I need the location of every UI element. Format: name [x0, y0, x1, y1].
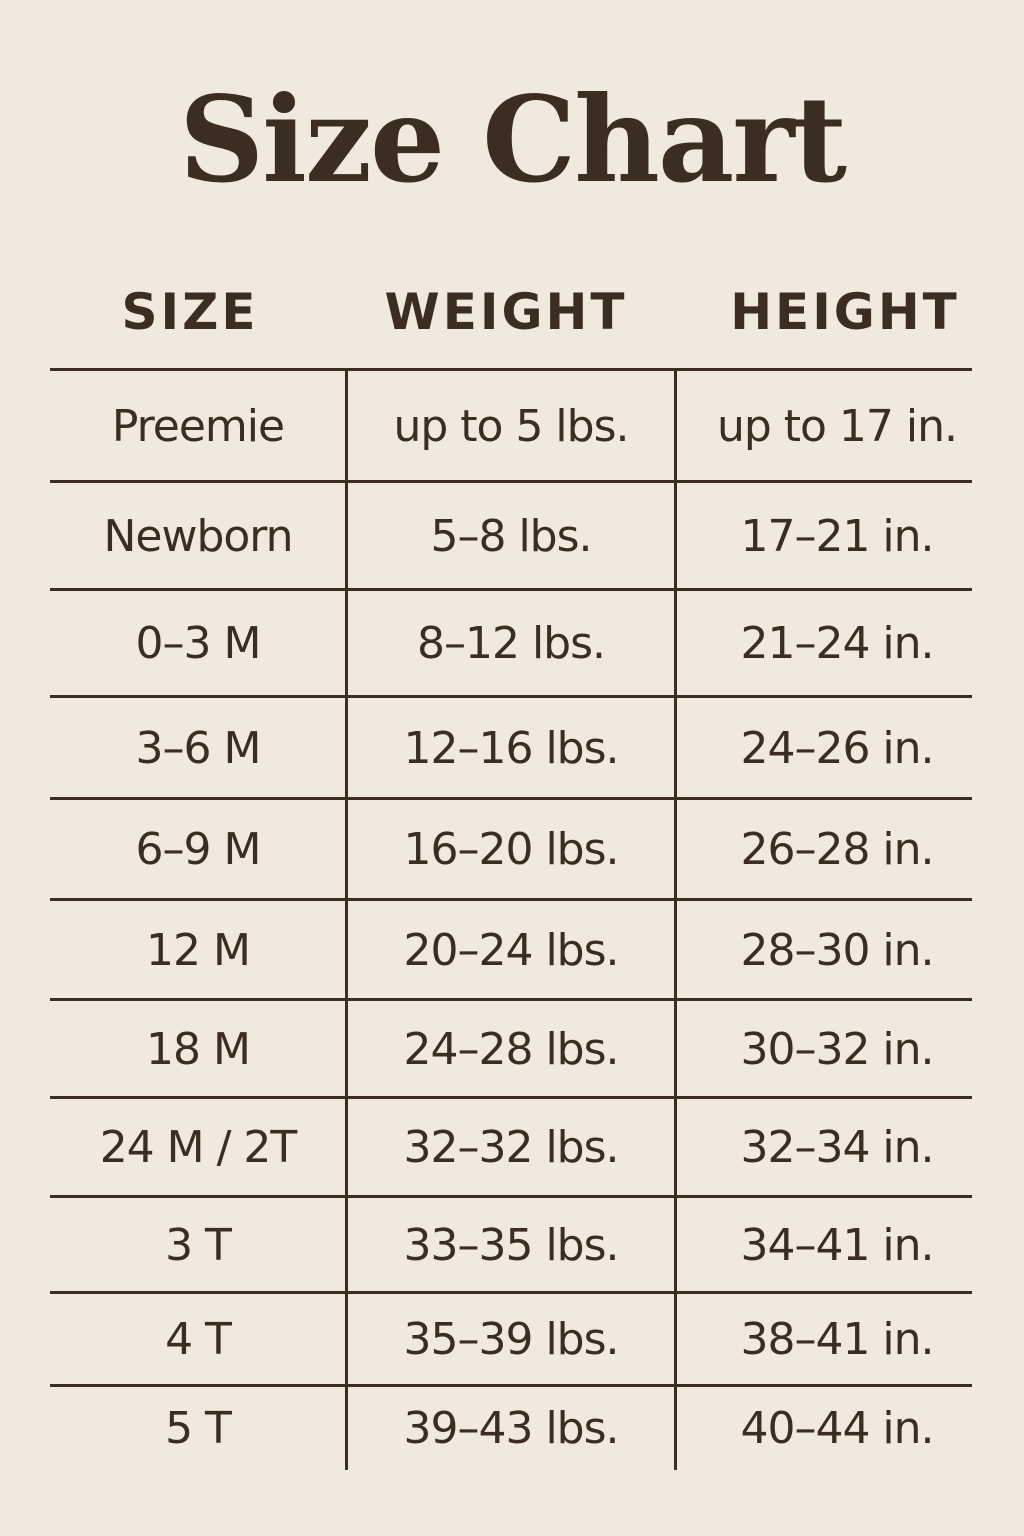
weight-cell: 16–20 lbs.: [403, 824, 619, 875]
weight-cell: 32–32 lbs.: [403, 1122, 619, 1173]
height-cell: 24–26 in.: [740, 722, 934, 774]
row-divider: [50, 480, 972, 483]
row-divider: [50, 797, 972, 800]
row-divider: [50, 1195, 972, 1198]
size-cell: 3 T: [165, 1219, 232, 1271]
row-divider: [50, 898, 972, 901]
column-divider: [345, 369, 348, 1470]
page-title: Size Chart: [178, 70, 847, 209]
weight-cell: 5–8 lbs.: [430, 510, 592, 562]
size-cell: 24 M / 2T: [99, 1122, 298, 1173]
size-cell: Preemie: [111, 400, 285, 452]
height-cell: 17–21 in.: [740, 510, 934, 562]
size-cell: 0–3 M: [135, 618, 262, 669]
height-cell: 30–32 in.: [740, 1023, 934, 1075]
height-cell: 21–24 in.: [740, 618, 934, 669]
height-cell: 34–41 in.: [740, 1219, 934, 1271]
row-divider: [50, 998, 972, 1001]
size-cell: 4 T: [165, 1314, 232, 1365]
height-cell: 40–44 in.: [740, 1403, 934, 1454]
row-divider: [50, 588, 972, 591]
row-divider: [50, 695, 972, 698]
header-weight: WEIGHT: [384, 283, 628, 341]
size-cell: 3–6 M: [135, 722, 262, 774]
column-divider: [674, 369, 677, 1470]
header-size: SIZE: [121, 283, 259, 341]
row-divider: [50, 1291, 972, 1294]
height-cell: 32–34 in.: [740, 1122, 934, 1173]
weight-cell: 20–24 lbs.: [403, 924, 619, 976]
weight-cell: up to 5 lbs.: [393, 400, 629, 452]
weight-cell: 39–43 lbs.: [403, 1403, 619, 1454]
row-divider: [50, 1384, 972, 1387]
row-divider: [50, 368, 972, 371]
weight-cell: 35–39 lbs.: [403, 1314, 619, 1365]
size-cell: Newborn: [103, 510, 293, 562]
row-divider: [50, 1096, 972, 1099]
header-height: HEIGHT: [730, 283, 960, 341]
weight-cell: 24–28 lbs.: [403, 1023, 619, 1075]
weight-cell: 12–16 lbs.: [403, 722, 619, 774]
size-cell: 18 M: [146, 1023, 251, 1075]
height-cell: up to 17 in.: [716, 400, 958, 452]
size-cell: 5 T: [165, 1403, 232, 1454]
height-cell: 38–41 in.: [740, 1314, 934, 1365]
size-cell: 12 M: [146, 924, 251, 976]
weight-cell: 33–35 lbs.: [403, 1219, 619, 1271]
height-cell: 26–28 in.: [740, 824, 934, 875]
weight-cell: 8–12 lbs.: [416, 618, 606, 669]
size-cell: 6–9 M: [135, 824, 262, 875]
height-cell: 28–30 in.: [740, 924, 934, 976]
